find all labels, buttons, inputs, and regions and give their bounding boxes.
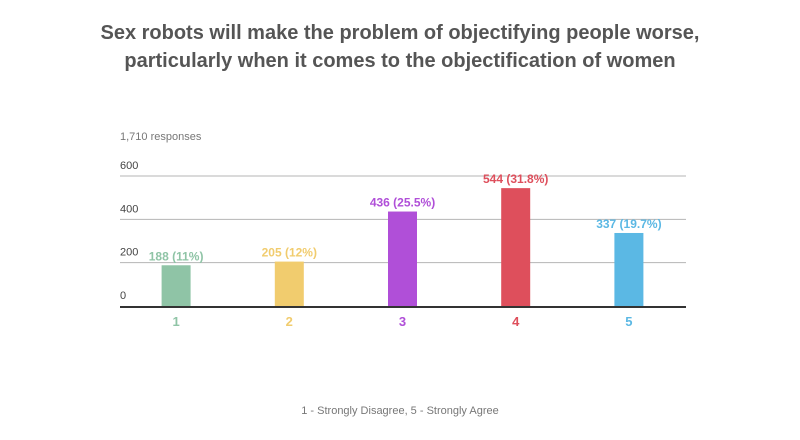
responses-count: 1,710 responses [120,131,202,143]
bar [388,211,417,306]
x-tick-label: 3 [399,314,406,329]
y-tick-label: 400 [120,203,138,215]
data-label: 337 (19.7%) [596,217,661,231]
bar [161,265,191,306]
y-tick-label: 200 [120,247,138,259]
chart-title-line-1: Sex robots will make the problem of obje… [100,22,700,44]
data-label: 205 (12%) [262,246,317,260]
x-tick-label: 4 [512,314,520,329]
x-tick-label: 5 [625,314,632,329]
bar [614,232,644,306]
data-label: 188 (11%) [149,249,204,263]
y-tick-label: 0 [120,290,126,302]
data-label: 544 (31.8%) [483,172,548,186]
bar [274,261,304,306]
x-axis-caption: 1 - Strongly Disagree, 5 - Strongly Agre… [301,405,499,417]
x-tick-label: 1 [172,314,179,329]
x-tick-label: 2 [286,314,293,329]
y-tick-label: 600 [120,160,138,172]
data-label: 436 (25.5%) [370,196,435,210]
chart-title-line-2: particularly when it comes to the object… [124,50,676,72]
bar [501,188,531,306]
